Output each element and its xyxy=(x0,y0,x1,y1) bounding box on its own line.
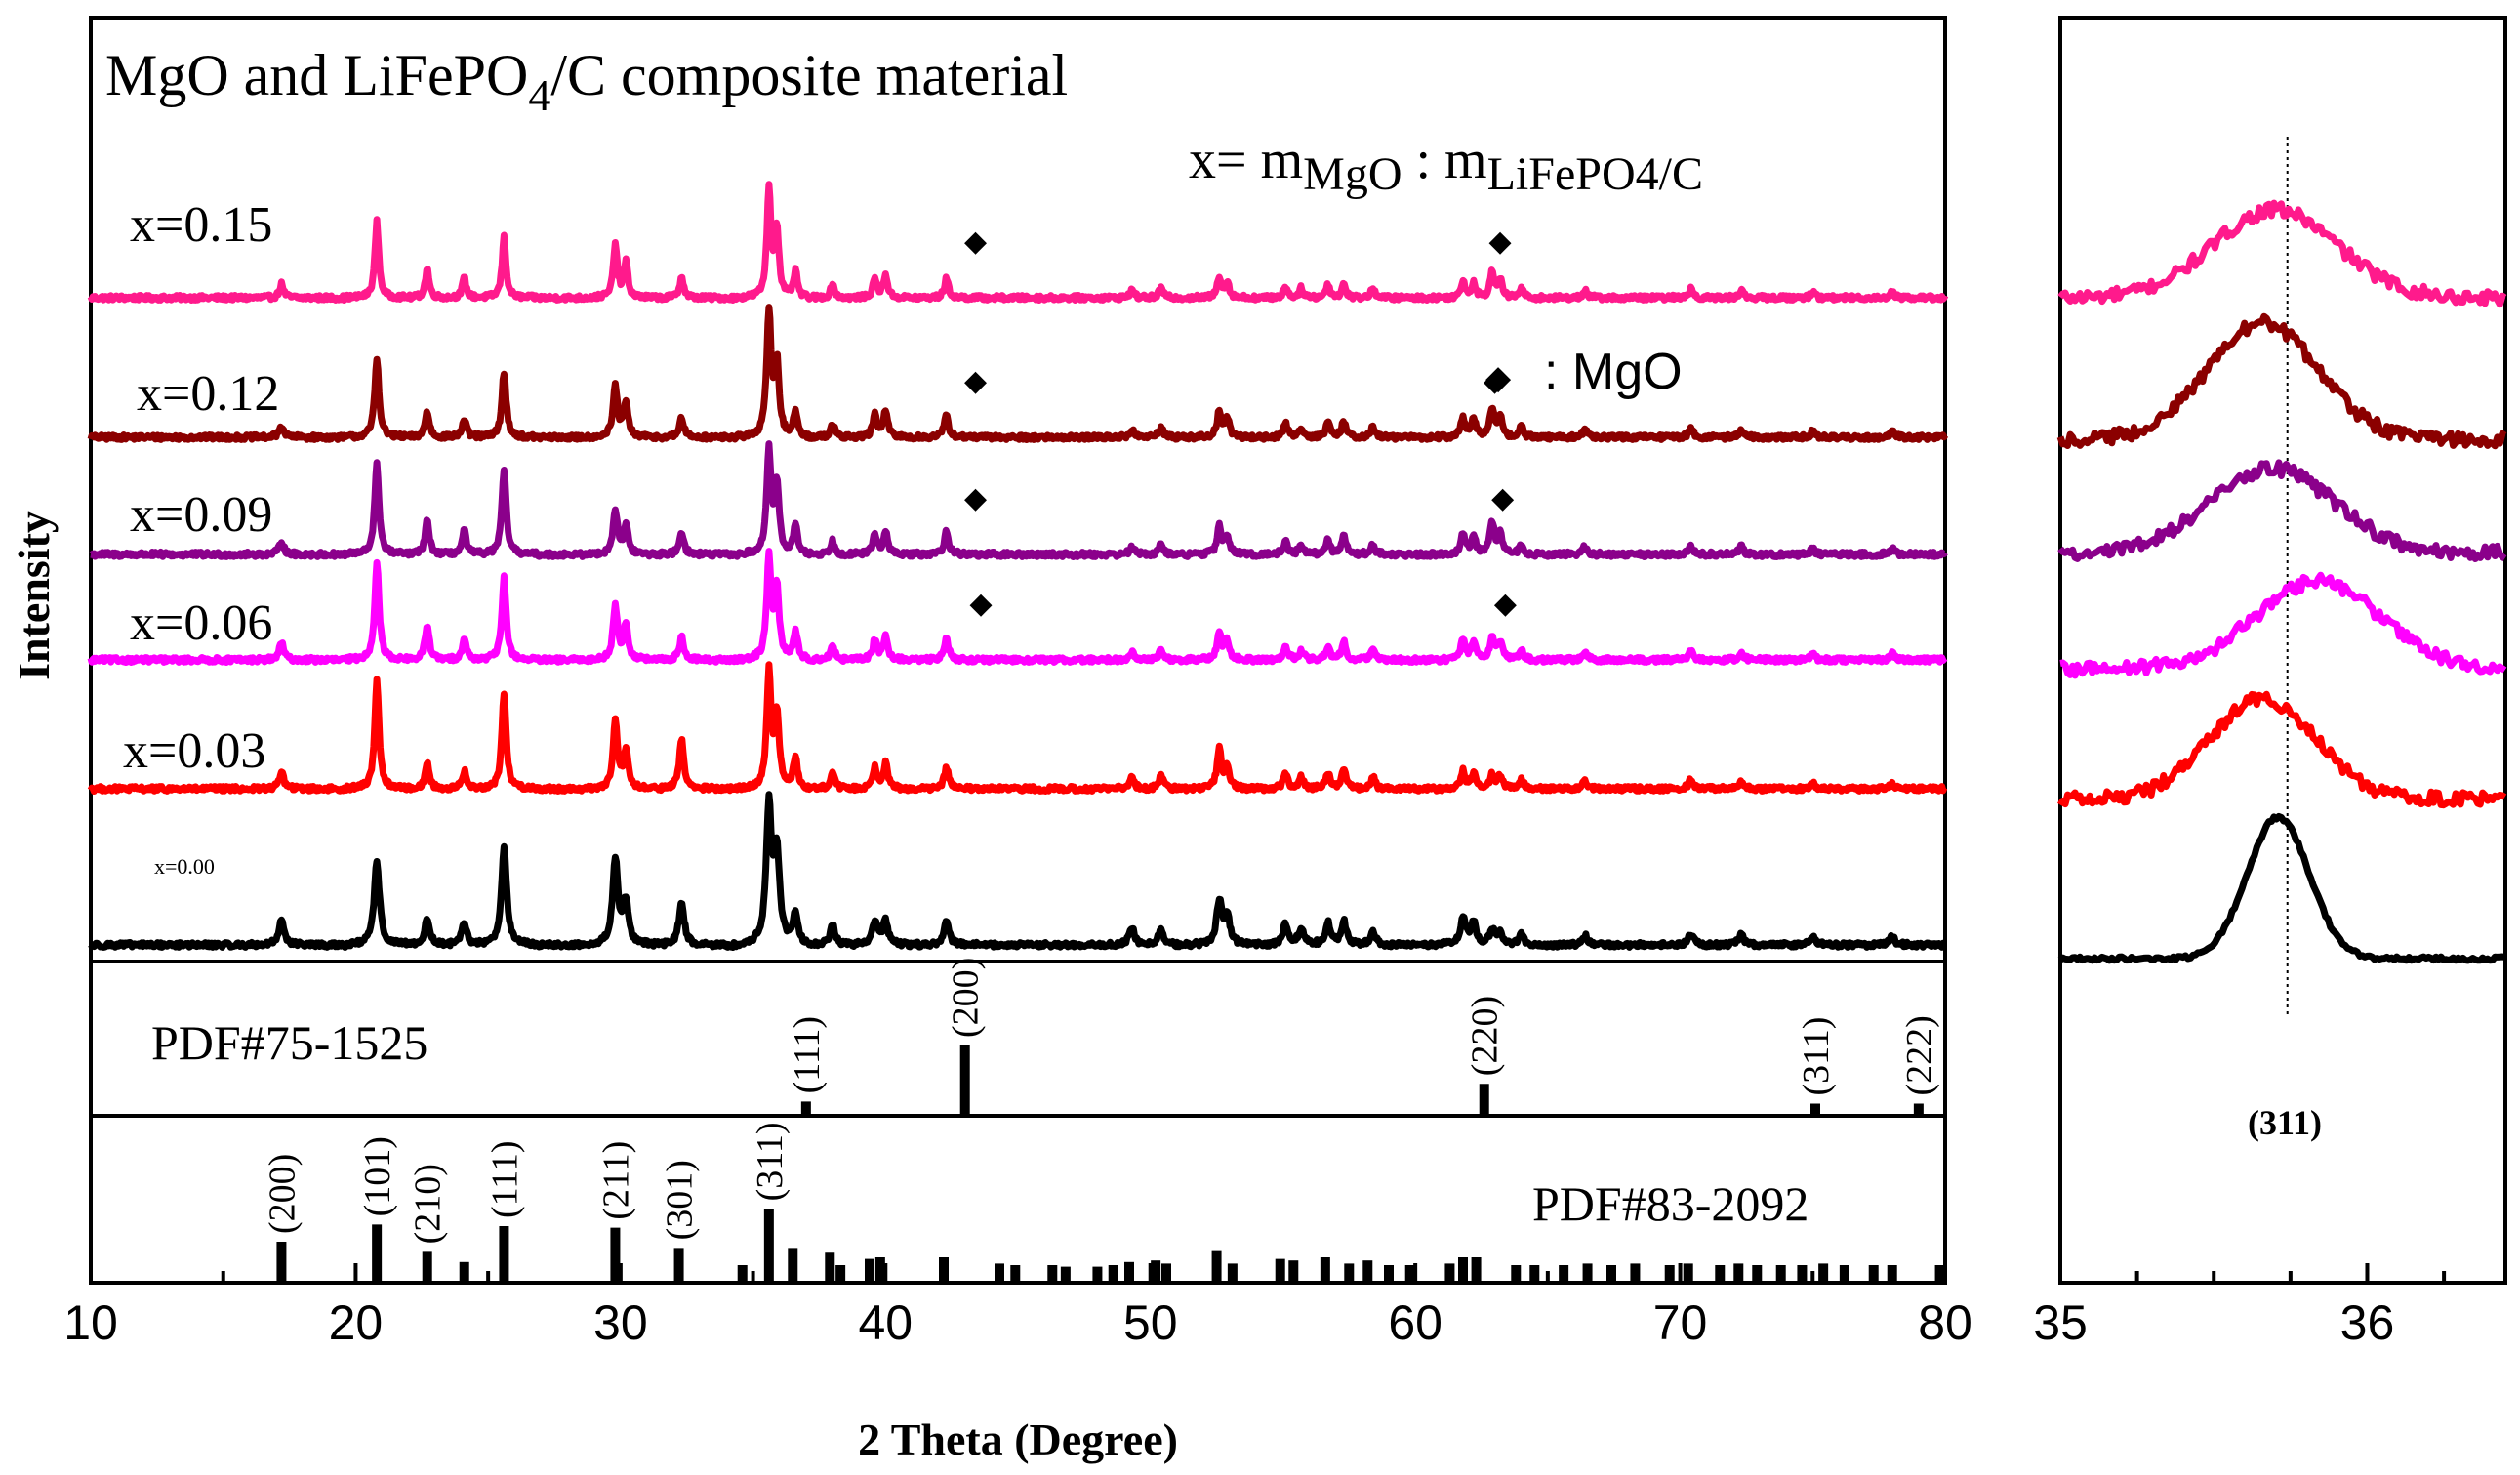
hkl-label: (301) xyxy=(660,1160,701,1240)
y-axis-label: Intensity xyxy=(9,511,59,680)
x-tick-label: 50 xyxy=(1123,1295,1178,1350)
zoom-line-x=0.06 xyxy=(2059,571,2507,679)
pattern-line-x=0.12 xyxy=(87,304,1949,443)
mgo-marker: ◆ xyxy=(964,482,987,514)
zoom-line-x=0.12 xyxy=(2056,312,2507,450)
hkl-label: (101) xyxy=(357,1136,398,1216)
ratio-label: x= mMgO : mLiFePO4/C xyxy=(1189,130,1703,200)
zoom-line-x=0.00 xyxy=(2057,812,2506,964)
hkl-label: (222) xyxy=(1899,1015,1940,1095)
zoom-line-x=0.09 xyxy=(2057,459,2507,562)
x-tick-label: 60 xyxy=(1388,1295,1443,1350)
pdf-75-1525-label: PDF#75-1525 xyxy=(151,1015,427,1070)
x-tick-label: 40 xyxy=(858,1295,913,1350)
series-label: x=0.03 xyxy=(123,723,265,779)
x-tick-label: 70 xyxy=(1653,1295,1708,1350)
mgo-marker: ◆ xyxy=(969,588,992,620)
mgo-marker: ◆ xyxy=(1491,482,1514,514)
zoom-x-tick-label: 36 xyxy=(2340,1295,2395,1350)
pattern-line-x=0.06 xyxy=(87,548,1948,666)
pattern-line-x=0.15 xyxy=(87,181,1949,304)
mgo-marker: ◆ xyxy=(964,365,987,397)
pattern-line-x=0.00 xyxy=(88,791,1948,951)
mgo-legend-label: : MgO xyxy=(1544,344,1683,400)
series-label: x=0.09 xyxy=(130,487,272,543)
reference-pdf-83-2092: (200) (101) (210) (111) (211) (301) (311) xyxy=(262,1122,1945,1281)
hkl-label: (211) xyxy=(595,1141,636,1220)
x-tick-label: 80 xyxy=(1918,1295,1972,1350)
pdf-83-2092-label: PDF#83-2092 xyxy=(1532,1176,1809,1231)
zoom-line-x=0.15 xyxy=(2057,199,2507,308)
zoom-311-label: (311) xyxy=(2248,1103,2322,1142)
hkl-label: (111) xyxy=(484,1141,525,1219)
zoom-x-tick-label: 35 xyxy=(2033,1295,2088,1350)
mgo-legend-symbol: ◆ xyxy=(1485,359,1512,396)
series-label: x=0.12 xyxy=(137,366,279,422)
hkl-label: (220) xyxy=(1465,996,1506,1076)
x-tick-label: 30 xyxy=(593,1295,648,1350)
hkl-label: (200) xyxy=(262,1154,303,1234)
series-label: x=0.15 xyxy=(130,197,272,253)
pattern-line-x=0.03 xyxy=(87,661,1948,795)
hkl-label: (200) xyxy=(946,958,987,1038)
mgo-marker: ◆ xyxy=(1488,225,1511,258)
hkl-label: (210) xyxy=(408,1164,449,1244)
mgo-marker: ◆ xyxy=(1484,365,1506,397)
series-label: x=0.00 xyxy=(154,854,215,879)
hkl-label: (111) xyxy=(787,1016,828,1094)
x-axis-label: 2 Theta (Degree) xyxy=(858,1414,1178,1464)
reference-pdf-75-1525: (111) (200) (220) (311) (222) xyxy=(787,958,1940,1114)
x-tick-label: 20 xyxy=(329,1295,384,1350)
mgo-marker: ◆ xyxy=(1494,588,1517,620)
zoom-panel-311: 35 36 xyxy=(2033,137,2507,1350)
x-tick-label: 10 xyxy=(63,1295,118,1350)
series-label: x=0.06 xyxy=(130,595,272,651)
hkl-label: (311) xyxy=(750,1122,791,1201)
zoom-line-x=0.03 xyxy=(2057,690,2507,809)
mgo-marker: ◆ xyxy=(964,225,987,258)
zoom-panel-frame xyxy=(2058,16,2507,1285)
hkl-label: (311) xyxy=(1796,1017,1837,1096)
pattern-line-x=0.09 xyxy=(88,440,1948,560)
pattern-series: x=0.15 ◆ ◆ x=0.12 ◆ ◆ x=0.09 ◆ ◆ x=0.06 ◆ ◆ x=0.03 x=… xyxy=(87,181,1949,951)
chart-title: MgO and LiFePO4/C composite material xyxy=(105,43,1068,120)
